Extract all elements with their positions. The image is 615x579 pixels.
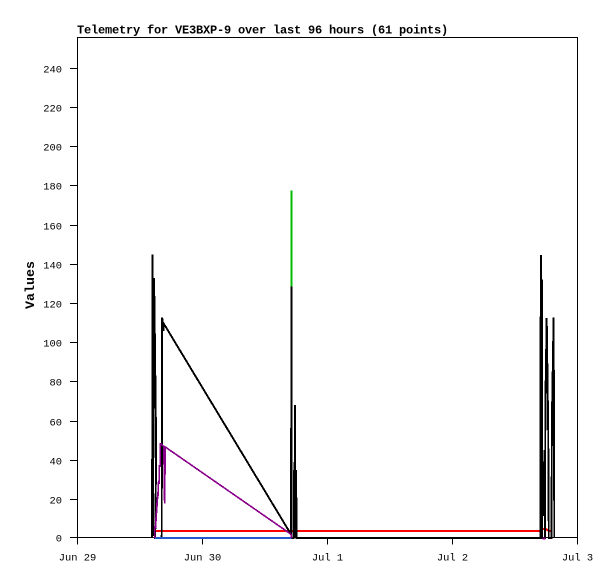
svg-text:Jul 3: Jul 3: [562, 553, 593, 565]
svg-text:Jun 30: Jun 30: [184, 553, 221, 565]
svg-text:220: 220: [43, 104, 62, 116]
svg-text:Values: Values: [23, 261, 38, 309]
svg-text:100: 100: [43, 339, 62, 351]
svg-text:240: 240: [43, 65, 62, 77]
svg-text:Telemetry for VE3BXP-9 over la: Telemetry for VE3BXP-9 over last 96 hour…: [77, 24, 448, 38]
svg-text:20: 20: [50, 496, 62, 508]
svg-text:0: 0: [56, 534, 62, 546]
svg-text:Jul 2: Jul 2: [437, 553, 468, 565]
svg-text:40: 40: [50, 457, 62, 469]
svg-text:Jul 1: Jul 1: [312, 553, 343, 565]
svg-text:80: 80: [50, 378, 62, 390]
svg-text:140: 140: [43, 261, 62, 273]
svg-text:180: 180: [43, 182, 62, 194]
svg-text:120: 120: [43, 300, 62, 312]
svg-text:60: 60: [50, 418, 62, 430]
svg-text:160: 160: [43, 222, 62, 234]
svg-text:Jun 29: Jun 29: [59, 553, 96, 565]
svg-text:200: 200: [43, 143, 62, 155]
